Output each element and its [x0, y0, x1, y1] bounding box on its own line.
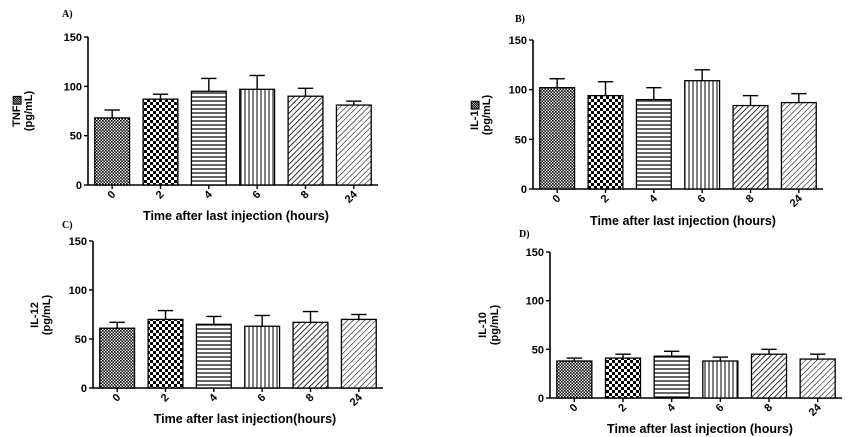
bar	[287, 95, 324, 186]
x-tick-label: 24	[348, 391, 366, 409]
y-tick-label: 0	[81, 383, 87, 395]
x-tick-label: 8	[304, 392, 317, 405]
y-tick-label: 100	[64, 81, 82, 93]
panel-letter: B)	[515, 14, 525, 25]
y-tick-label: 50	[75, 334, 87, 346]
x-tick-label: 8	[762, 402, 775, 415]
panel-letter: D)	[519, 229, 530, 240]
y-tick-label: 150	[526, 247, 544, 259]
x-tick-label: 8	[299, 189, 312, 202]
bar	[340, 318, 377, 389]
y-axis-label: IL-10	[477, 312, 489, 338]
x-tick-label: 4	[202, 188, 215, 201]
y-tick-label: 150	[64, 32, 82, 44]
y-axis-unit-label: (pg/mL)	[481, 95, 493, 136]
panel-letter: A)	[62, 9, 73, 20]
bar	[780, 101, 817, 190]
bar	[604, 357, 642, 399]
bar	[799, 358, 836, 399]
x-tick-label: 24	[788, 192, 806, 210]
x-tick-label: 4	[647, 192, 660, 205]
y-tick-label: 0	[76, 180, 82, 192]
bar	[99, 327, 136, 389]
y-axis-unit-label: (pg/mL)	[23, 91, 35, 132]
y-axis-label: TNF▨	[11, 95, 23, 127]
x-axis-label: Time after last injection (hours)	[143, 209, 329, 223]
bar	[94, 117, 131, 186]
y-axis-unit-label: (pg/mL)	[41, 295, 53, 336]
panel-letter: C)	[62, 220, 73, 231]
bar	[190, 90, 227, 186]
x-tick-label: 2	[599, 193, 612, 206]
x-tick-label: 8	[744, 193, 757, 206]
x-tick-label: 24	[343, 188, 361, 206]
y-axis-unit-label: (pg/mL)	[489, 305, 501, 346]
bar	[239, 88, 276, 186]
y-axis-label: IL-12	[29, 302, 41, 328]
x-tick-label: 4	[665, 401, 678, 414]
bar	[750, 353, 788, 399]
bar	[684, 80, 721, 190]
bar	[335, 104, 372, 186]
x-tick-label: 2	[159, 392, 172, 405]
bar	[147, 318, 184, 389]
x-tick-label: 2	[616, 402, 629, 415]
y-tick-label: 100	[509, 85, 527, 97]
y-tick-label: 50	[532, 344, 544, 356]
x-axis-label: Time after last injection (hours)	[590, 214, 776, 228]
x-tick-label: 6	[250, 189, 263, 202]
bar	[142, 98, 179, 186]
bar	[539, 87, 576, 190]
bar	[587, 94, 624, 190]
bar	[292, 321, 329, 389]
x-tick-label: 6	[714, 402, 727, 415]
x-axis-label: Time after last injection(hours)	[154, 412, 336, 426]
x-tick-label: 0	[105, 189, 118, 202]
x-tick-label: 24	[807, 401, 825, 419]
y-tick-label: 50	[515, 134, 527, 146]
x-axis-label: Time after last injection (hours)	[607, 422, 793, 436]
y-tick-label: 150	[509, 35, 527, 47]
bar	[653, 355, 690, 399]
x-tick-label: 4	[207, 391, 220, 404]
bar	[702, 360, 739, 399]
y-tick-label: 0	[538, 393, 544, 405]
bar	[195, 323, 232, 389]
bar	[244, 325, 281, 389]
y-tick-label: 50	[70, 131, 82, 143]
bar	[556, 360, 593, 399]
y-tick-label: 0	[521, 184, 527, 196]
y-tick-label: 100	[526, 296, 544, 308]
bar	[635, 98, 672, 190]
y-tick-label: 100	[69, 285, 87, 297]
x-tick-label: 6	[695, 193, 708, 206]
x-tick-label: 2	[154, 189, 167, 202]
bar	[732, 104, 769, 190]
x-tick-label: 0	[568, 402, 581, 415]
y-tick-label: 150	[69, 236, 87, 248]
x-tick-label: 6	[255, 392, 268, 405]
x-tick-label: 0	[110, 392, 123, 405]
x-tick-label: 0	[550, 193, 563, 206]
y-axis-label: IL-1▨	[469, 100, 481, 130]
